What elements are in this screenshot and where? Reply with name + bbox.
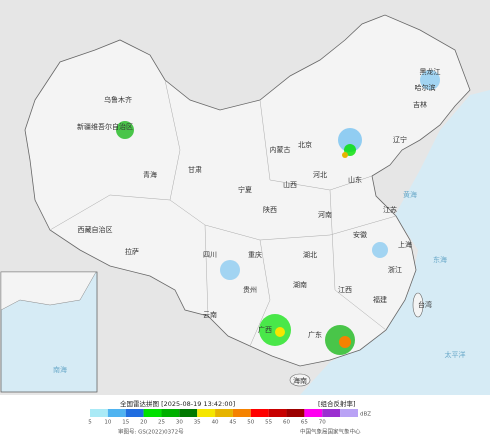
legend-swatch — [197, 409, 216, 417]
hainan-outline — [289, 373, 311, 387]
place-label: 重庆 — [248, 250, 262, 259]
sea-label: 南海 — [53, 365, 67, 374]
legend-swatch — [215, 409, 233, 417]
place-label: 甘肃 — [188, 165, 202, 174]
place-label: 黑龙江 — [420, 67, 441, 76]
legend-scale: 5 10 15 20 25 30 35 40 45 50 55 60 65 70 — [88, 409, 358, 426]
place-label: 哈尔滨 — [415, 83, 436, 92]
legend-swatch — [232, 409, 251, 417]
legend-level: 25 — [158, 420, 165, 426]
place-label: 台湾 — [418, 300, 432, 309]
place-label: 河南 — [318, 210, 332, 219]
place-label: 乌鲁木齐 — [104, 95, 132, 104]
legend-level: 60 — [283, 420, 290, 426]
legend-level: 55 — [265, 420, 272, 426]
place-label: 湖南 — [293, 280, 307, 289]
place-label: 北京 — [298, 140, 312, 149]
place-label: 江苏 — [383, 205, 397, 214]
legend-level: 45 — [229, 420, 236, 426]
source: 中国气象局国家气象中心 — [300, 428, 361, 436]
place-label: 四川 — [203, 251, 217, 259]
legend-swatch — [286, 409, 305, 417]
legend-swatch — [268, 409, 287, 417]
legend-swatch — [250, 409, 269, 417]
place-label: 福建 — [373, 295, 387, 304]
sea-area — [300, 90, 490, 395]
inset — [0, 271, 98, 393]
place-label: 浙江 — [388, 265, 402, 274]
legend-level: 50 — [247, 420, 254, 426]
legend-level: 30 — [176, 420, 183, 426]
legend-swatch — [340, 409, 358, 417]
legend-level: 70 — [319, 420, 326, 426]
legend-level: 20 — [140, 420, 147, 426]
legend-title: 全国雷达拼图 [2025-08-19 13:42:00] — [120, 399, 235, 408]
province-borders — [49, 79, 397, 347]
legend-product: [组合反射率] — [318, 399, 356, 408]
china-outline — [24, 14, 471, 367]
place-label: 陕西 — [263, 205, 277, 214]
place-label: 安徽 — [353, 230, 367, 239]
legend-swatch — [179, 409, 198, 417]
legend-level: 10 — [104, 420, 111, 426]
approval-number: 审图号: GS(2022)0372号 — [118, 428, 184, 436]
legend-swatch — [161, 409, 180, 417]
place-label: 山西 — [283, 180, 297, 189]
legend-level: 5 — [88, 420, 92, 426]
legend-swatch — [125, 409, 144, 417]
place-label: 江西 — [338, 286, 352, 294]
legend-swatch — [304, 409, 323, 417]
place-label: 贵州 — [243, 285, 257, 294]
sea-label: 东海 — [433, 255, 447, 264]
place-label: 内蒙古 — [270, 145, 291, 154]
place-label: 河北 — [313, 171, 327, 179]
legend-level: 65 — [301, 420, 308, 426]
legend-level: 40 — [212, 420, 219, 426]
legend-unit: dBZ — [360, 412, 371, 418]
place-label: 广西 — [258, 325, 272, 334]
sea-label: 太平洋 — [445, 350, 466, 359]
legend-level: 15 — [122, 420, 129, 426]
legend-swatch — [322, 409, 341, 417]
place-label: 西藏自治区 — [78, 225, 113, 234]
place-label: 吉林 — [413, 100, 427, 109]
place-label: 辽宁 — [393, 135, 407, 144]
place-label: 广东 — [308, 330, 322, 339]
place-label: 青海 — [143, 170, 157, 179]
legend-swatch — [90, 409, 108, 417]
place-label: 湖北 — [303, 250, 317, 259]
legend-swatch — [107, 409, 126, 417]
place-label: 云南 — [203, 310, 217, 319]
place-label: 新疆维吾尔自治区 — [77, 122, 133, 131]
place-label: 山东 — [348, 175, 362, 184]
legend-swatch — [143, 409, 162, 417]
taiwan-outline — [412, 292, 424, 318]
place-label: 上海 — [398, 240, 412, 249]
legend-level: 35 — [194, 420, 201, 426]
place-label: 宁夏 — [238, 185, 252, 194]
place-label: 拉萨 — [125, 247, 139, 256]
sea-label: 黄海 — [403, 190, 417, 199]
place-label: 海南 — [293, 376, 307, 385]
